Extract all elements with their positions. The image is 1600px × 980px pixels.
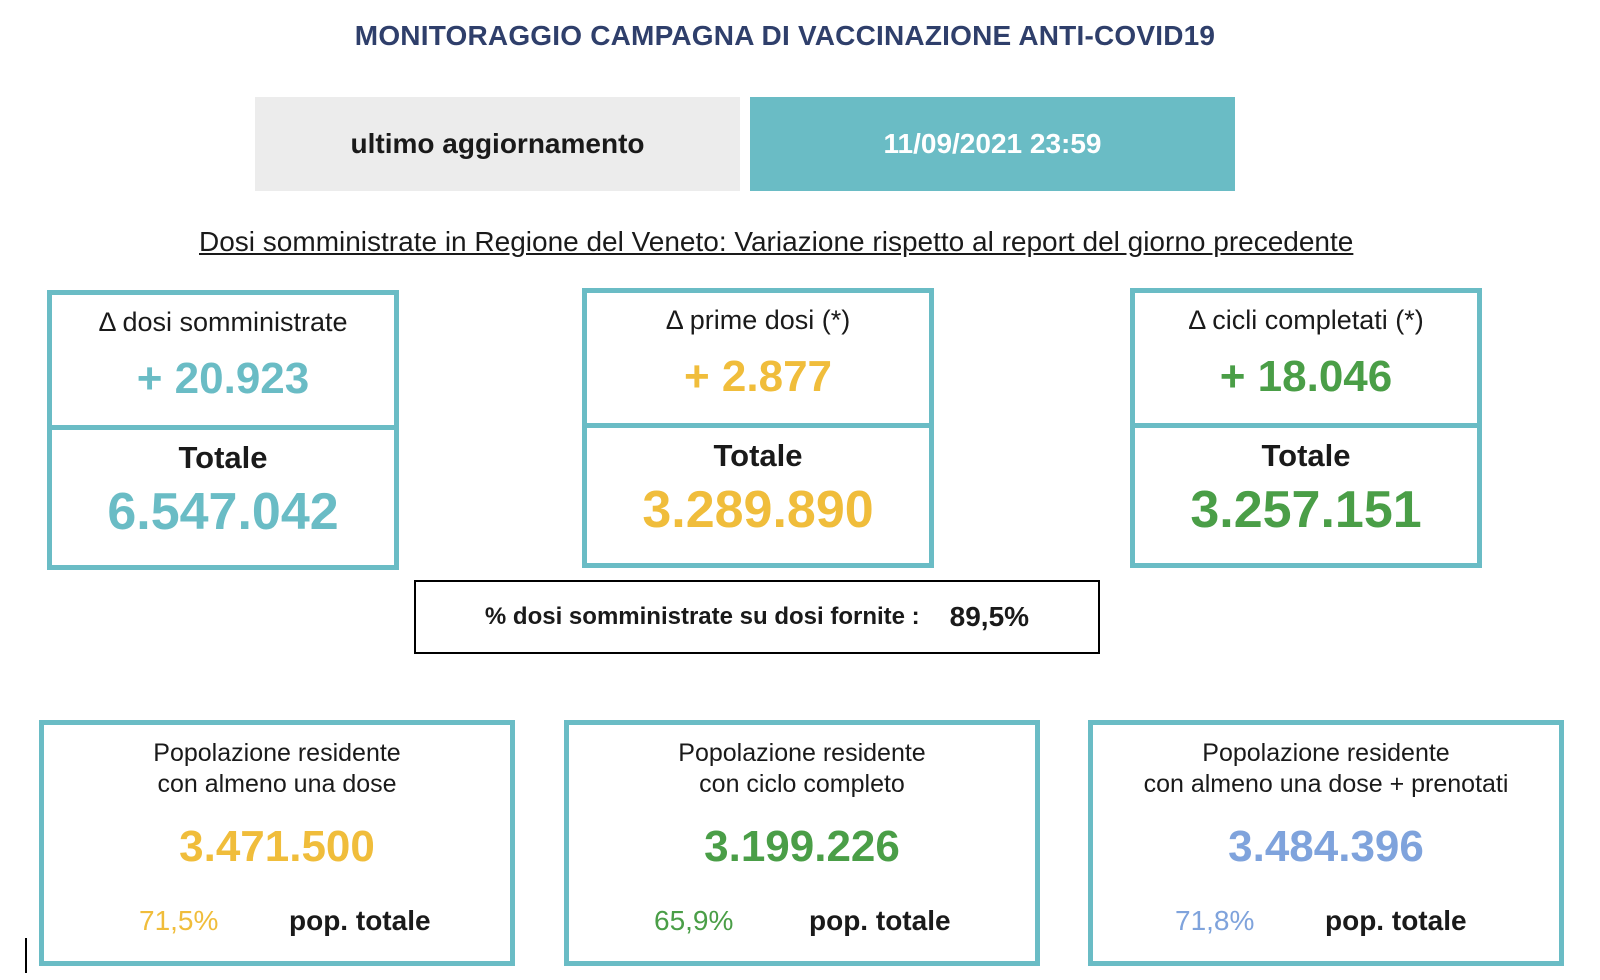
kpi-delta-cell: Δ dosi somministrate + 20.923 <box>47 290 399 430</box>
pop-footer: 65,9% pop. totale <box>569 905 1035 939</box>
kpi-doses-administered: Δ dosi somministrate + 20.923 Totale 6.5… <box>47 290 399 570</box>
kpi-label: Δ dosi somministrate <box>98 307 348 337</box>
pop-label: Popolazione residente con almeno una dos… <box>44 738 510 800</box>
doses-ratio-box: % dosi somministrate su dosi fornite : 8… <box>414 580 1100 654</box>
pop-label-line1: Popolazione residente <box>1202 739 1450 767</box>
kpi-total-value: 3.257.151 <box>1190 481 1422 539</box>
kpi-total-cell: Totale 3.257.151 <box>1130 428 1482 568</box>
pop-footer: 71,8% pop. totale <box>1093 905 1559 939</box>
kpi-total-label: Totale <box>713 438 803 473</box>
kpi-completed-cycles: Δ cicli completati (*) + 18.046 Totale 3… <box>1130 288 1482 568</box>
kpi-total-cell: Totale 6.547.042 <box>47 430 399 570</box>
kpi-delta-value: + 20.923 <box>136 354 310 403</box>
pop-unit: pop. totale <box>1325 905 1467 936</box>
kpi-delta-value: + 2.877 <box>683 352 833 401</box>
pop-unit: pop. totale <box>289 905 431 936</box>
pop-label: Popolazione residente con almeno una dos… <box>1093 738 1559 800</box>
pop-percent: 65,9% <box>654 905 734 936</box>
pop-percent: 71,5% <box>139 905 219 936</box>
pop-label-line1: Popolazione residente <box>678 739 926 767</box>
pop-label-line1: Popolazione residente <box>153 739 401 767</box>
pop-unit: pop. totale <box>809 905 951 936</box>
page-title: MONITORAGGIO CAMPAGNA DI VACCINAZIONE AN… <box>354 20 1216 51</box>
pop-value: 3.199.226 <box>704 822 900 871</box>
kpi-label: Δ prime dosi (*) <box>665 305 851 335</box>
pop-at-least-one-dose: Popolazione residente con almeno una dos… <box>39 720 515 966</box>
kpi-delta-value: + 18.046 <box>1219 352 1393 401</box>
pop-percent: 71,8% <box>1175 905 1255 936</box>
pop-complete-cycle: Popolazione residente con ciclo completo… <box>564 720 1040 966</box>
pop-label-line2: con almeno una dose + prenotati <box>1143 770 1509 798</box>
section-subtitle: Dosi somministrate in Regione del Veneto… <box>199 226 1354 257</box>
kpi-total-label: Totale <box>178 440 268 475</box>
pop-label-line2: con almeno una dose <box>157 770 397 798</box>
kpi-total-cell: Totale 3.289.890 <box>582 428 934 568</box>
pop-dose-plus-booked: Popolazione residente con almeno una dos… <box>1088 720 1564 966</box>
kpi-total-value: 3.289.890 <box>642 481 874 539</box>
kpi-delta-cell: Δ cicli completati (*) + 18.046 <box>1130 288 1482 428</box>
pop-label: Popolazione residente con ciclo completo <box>569 738 1035 800</box>
kpi-delta-cell: Δ prime dosi (*) + 2.877 <box>582 288 934 428</box>
pop-footer: 71,5% pop. totale <box>44 905 510 939</box>
kpi-total-value: 6.547.042 <box>107 483 339 541</box>
pop-value: 3.471.500 <box>179 822 375 871</box>
last-update-label: ultimo aggiornamento <box>255 97 740 191</box>
kpi-total-label: Totale <box>1261 438 1351 473</box>
doses-ratio-value: 89,5% <box>949 601 1030 632</box>
pop-value: 3.484.396 <box>1228 822 1424 871</box>
doses-ratio-label: % dosi somministrate su dosi fornite : <box>484 603 920 630</box>
kpi-first-doses: Δ prime dosi (*) + 2.877 Totale 3.289.89… <box>582 288 934 568</box>
pop-label-line2: con ciclo completo <box>699 770 905 798</box>
kpi-label: Δ cicli completati (*) <box>1188 305 1424 335</box>
text-cursor <box>25 938 27 973</box>
last-update-value: 11/09/2021 23:59 <box>750 97 1235 191</box>
